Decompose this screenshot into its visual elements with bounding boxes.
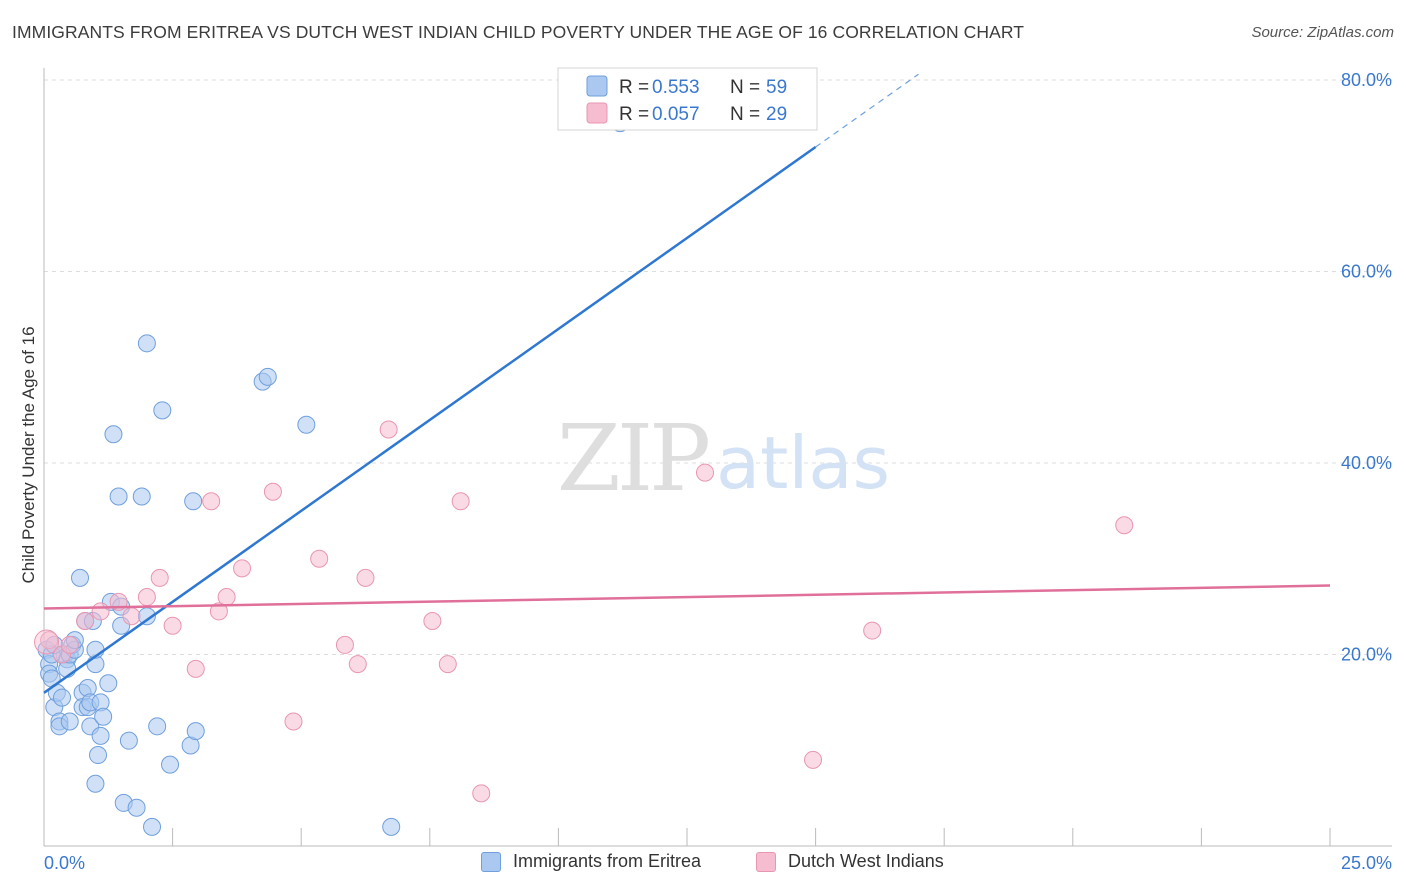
eritrea-point-51 — [186, 722, 205, 741]
legend-label-eritrea: Immigrants from Eritrea — [513, 851, 702, 871]
legend-eritrea-r-value: 0.553 — [652, 77, 700, 98]
dutch-point-26 — [696, 463, 715, 482]
dutch-point-22 — [423, 611, 442, 630]
dutch-point-27 — [804, 750, 823, 769]
eritrea-point-33 — [99, 674, 118, 693]
eritrea-point-55 — [382, 817, 401, 836]
y-tick-label-0: 20.0% — [1341, 645, 1392, 665]
y-tick-label-3: 80.0% — [1341, 70, 1392, 90]
legend-dutch-r-value: 0.057 — [652, 104, 700, 125]
eritrea-point-42 — [132, 487, 151, 506]
chart-title: IMMIGRANTS FROM ERITREA VS DUTCH WEST IN… — [12, 22, 1025, 42]
axes — [43, 68, 1392, 847]
dutch-point-17 — [310, 549, 329, 568]
eritrea-point-45 — [143, 817, 162, 836]
eritrea-point-32 — [94, 707, 113, 726]
trend-eritrea-extension — [815, 73, 919, 148]
eritrea-point-44 — [137, 334, 156, 353]
eritrea-point-53 — [258, 367, 277, 386]
eritrea-point-48 — [161, 755, 180, 774]
legend-eritrea-r-label: R = — [619, 77, 649, 98]
legend-item-dutch: Dutch West Indians — [756, 851, 944, 872]
legend-dutch-r-label: R = — [619, 104, 649, 125]
dutch-point-cluster — [34, 629, 60, 655]
dutch-point-20 — [356, 568, 375, 587]
y-tick-label-1: 40.0% — [1341, 453, 1392, 473]
dutch-point-24 — [451, 492, 470, 511]
legend-swatch-dutch-bottom — [756, 851, 776, 872]
eritrea-point-36 — [109, 487, 128, 506]
series-eritrea-points — [37, 114, 630, 836]
legend-swatch-eritrea — [586, 75, 608, 97]
legend-eritrea-n-value: 59 — [766, 77, 787, 98]
eritrea-point-35 — [104, 425, 123, 444]
legend-swatch-eritrea-bottom — [481, 851, 501, 872]
dutch-point-29 — [1115, 516, 1134, 535]
eritrea-point-29 — [89, 746, 108, 765]
eritrea-point-28 — [86, 774, 105, 793]
dutch-point-19 — [348, 655, 367, 674]
trend-eritrea — [43, 146, 817, 694]
legend-swatch-dutch — [586, 102, 608, 124]
dutch-point-12 — [209, 602, 228, 621]
dutch-point-14 — [233, 559, 252, 578]
legend-item-eritrea: Immigrants from Eritrea — [481, 851, 701, 872]
x-tick-max: 25.0% — [1341, 853, 1392, 873]
y-tick-label-2: 60.0% — [1341, 262, 1392, 282]
y-axis-label: Child Poverty Under the Age of 16 — [19, 326, 38, 583]
watermark-zip: ZIP — [557, 405, 708, 512]
eritrea-point-50 — [184, 492, 203, 511]
x-tick-min: 0.0% — [44, 853, 85, 873]
dutch-point-7 — [137, 588, 156, 607]
dutch-point-3 — [76, 611, 95, 630]
watermark-atlas: atlas — [716, 421, 890, 505]
dutch-point-10 — [186, 659, 205, 678]
legend-series: Immigrants from Eritrea Dutch West India… — [0, 851, 1406, 879]
dutch-point-6 — [122, 607, 141, 626]
eritrea-point-47 — [153, 401, 172, 420]
dutch-point-28 — [863, 621, 882, 640]
trend-lines — [43, 73, 1331, 694]
legend-stats: R = 0.553 N = 59 R = 0.057 N = 29 — [557, 67, 818, 131]
eritrea-point-54 — [297, 415, 316, 434]
chart-source: Source: ZipAtlas.com — [1251, 24, 1394, 41]
dutch-point-9 — [163, 616, 182, 635]
watermark: ZIP atlas — [557, 405, 890, 512]
legend-dutch-n-value: 29 — [766, 104, 787, 125]
dutch-point-2 — [60, 635, 79, 654]
eritrea-point-30 — [91, 726, 110, 745]
dutch-point-0 — [40, 631, 59, 650]
dutch-point-11 — [202, 492, 221, 511]
legend-dutch-n-label: N = — [730, 104, 760, 125]
trend-dutch — [43, 584, 1331, 610]
eritrea-point-12 — [60, 712, 79, 731]
eritrea-point-17 — [71, 568, 90, 587]
eritrea-point-46 — [148, 717, 167, 736]
dutch-point-13 — [217, 588, 236, 607]
eritrea-point-41 — [127, 798, 146, 817]
eritrea-point-40 — [119, 731, 138, 750]
y-tick-labels: 20.0% 40.0% 60.0% 80.0% — [1341, 70, 1392, 665]
dutch-point-8 — [150, 568, 169, 587]
legend-eritrea-n-label: N = — [730, 77, 760, 98]
gridlines — [44, 79, 1392, 655]
dutch-point-23 — [438, 655, 457, 674]
dutch-point-16 — [284, 712, 303, 731]
dutch-point-4 — [91, 602, 110, 621]
dutch-point-25 — [472, 784, 491, 803]
legend-label-dutch: Dutch West Indians — [788, 851, 944, 871]
eritrea-point-8 — [53, 688, 72, 707]
dutch-point-18 — [335, 635, 354, 654]
dutch-point-15 — [263, 482, 282, 501]
dutch-point-21 — [379, 420, 398, 439]
